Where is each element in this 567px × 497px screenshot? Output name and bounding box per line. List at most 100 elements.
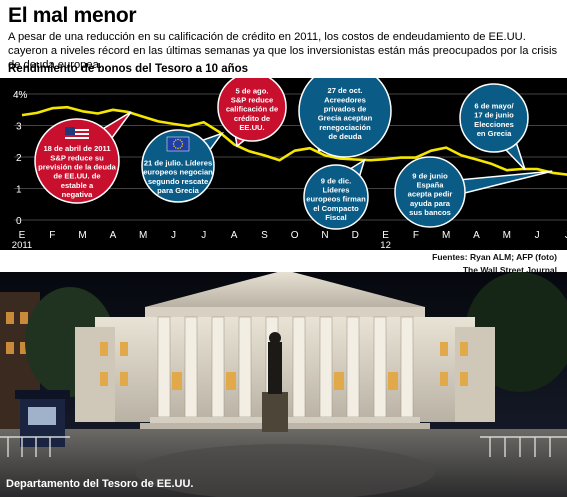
eu-flag-icon — [166, 136, 190, 152]
x-tick-label: S — [261, 230, 268, 241]
x-tick-label: M — [442, 230, 450, 241]
bubble-text: previsión de la deuda — [38, 163, 116, 172]
us-flag-icon — [65, 127, 89, 141]
treasury-photo: Departamento del Tesoro de EE.UU. — [0, 272, 567, 497]
eu-flag-star — [173, 145, 175, 147]
x-tick-label: N — [321, 230, 328, 241]
x-tick-label: J — [201, 230, 206, 241]
eu-flag-star — [177, 147, 179, 150]
us-flag-stripe — [65, 135, 89, 137]
bubble-text: Grecia aceptan — [318, 114, 373, 123]
y-tick-label: 1 — [16, 185, 22, 196]
bubble-text: 9 de junio — [412, 171, 448, 180]
bubble-text: acepta pedir — [408, 190, 453, 199]
bubble-text: europeos firman — [306, 195, 366, 204]
bubble-text: 21 de julio. Líderes — [144, 158, 212, 167]
bubble-text: privados de — [324, 105, 367, 114]
bubble-text: negativa — [62, 190, 94, 199]
y-tick-label: 4% — [13, 90, 28, 101]
x-tick-label: J — [565, 230, 567, 241]
eu-flag-star — [181, 141, 183, 143]
yield-line — [21, 105, 567, 176]
bubble-text: europeos negocian — [143, 168, 213, 177]
bubble-text: 5 de ago. — [236, 86, 269, 95]
credits: Fuentes: Ryan ALM; AFP (foto) The Wall S… — [432, 251, 557, 277]
x-tick-label: M — [139, 230, 147, 241]
eu-flag-star — [175, 139, 177, 141]
bubble-text: segundo rescate — [148, 177, 208, 186]
x-tick-label: E — [382, 230, 389, 241]
x-tick-label: O — [291, 230, 299, 241]
bubble-text: Fiscal — [325, 213, 347, 222]
x-tick-label: A — [110, 230, 117, 241]
bubble-text: estable a — [61, 181, 94, 190]
intro-text: A pesar de una reducción en su calificac… — [8, 31, 558, 71]
year-label: 12 — [380, 240, 391, 250]
x-tick-label: J — [171, 230, 176, 241]
bubble-circle — [298, 78, 392, 158]
bubble-text: 18 de abril de 2011 — [43, 144, 111, 153]
bubble-text: sus bancos — [409, 208, 451, 217]
bubble-text: crédito de — [234, 114, 270, 123]
x-tick-label: D — [352, 230, 359, 241]
y-tick-label: 2 — [16, 153, 22, 164]
bubble-text: Elecciones — [474, 120, 514, 129]
bubble-text: 9 de dic. — [321, 176, 351, 185]
eu-flag-star — [181, 143, 184, 145]
photo-caption: Departamento del Tesoro de EE.UU. — [6, 478, 194, 490]
y-axis: 0 1 2 3 4% — [13, 90, 28, 227]
bubble-circle — [141, 129, 215, 203]
eu-flag-star — [172, 143, 175, 145]
y-tick-label: 3 — [16, 122, 22, 133]
bubble-text: 27 de oct. — [327, 86, 362, 95]
bubble-circle — [394, 156, 466, 228]
eu-flag-star — [179, 139, 181, 141]
bubble-text: España — [416, 180, 444, 189]
x-tick-label: A — [231, 230, 238, 241]
bubble-circle — [34, 118, 120, 204]
x-tick-label: E — [19, 230, 26, 241]
publisher-text: The Wall Street Journal — [462, 265, 557, 275]
x-axis: E F M A M J J A S O N D E F M A M J J 2011 12 — [12, 230, 567, 250]
bubble-text: ayuda para — [410, 199, 451, 208]
eu-flag-star — [175, 147, 177, 149]
bubble-text: Acreedores — [324, 95, 366, 104]
x-tick-label: M — [78, 230, 86, 241]
x-tick-label: F — [49, 230, 55, 241]
bubble-text: renegociación — [319, 123, 371, 132]
bubble-circle — [217, 78, 287, 142]
bubble-text: para Grecia — [157, 186, 200, 195]
bubble-circle — [459, 83, 529, 153]
bubble-circle — [303, 164, 369, 230]
eu-flag-star — [177, 138, 179, 141]
year-label: 2011 — [12, 240, 32, 250]
bubble-text: 17 de junio — [474, 111, 514, 120]
bubble-text: EE.UU. — [239, 123, 264, 132]
bubble-text: S&P reduce su — [50, 153, 104, 162]
us-flag-canton — [65, 127, 75, 135]
x-tick-label: J — [535, 230, 540, 241]
sources-text: Fuentes: Ryan ALM; AFP (foto) — [432, 252, 557, 262]
x-tick-label: M — [503, 230, 511, 241]
bubble-text: 6 de mayo/ — [474, 101, 514, 110]
x-tick-label: F — [413, 230, 419, 241]
eu-flag-star — [173, 141, 175, 143]
x-tick-label: A — [473, 230, 480, 241]
bubble-text: calificación de — [226, 105, 278, 114]
eu-flag-star — [179, 147, 181, 149]
bubble-text: en Grecia — [477, 129, 512, 138]
us-flag-stripe — [65, 139, 89, 141]
bubble-text: de deuda — [328, 132, 362, 141]
treasury-building-image — [0, 272, 567, 497]
y-tick-label: 0 — [16, 216, 22, 227]
bubble-text: S&P reduce — [231, 95, 274, 104]
headline: El mal menor — [8, 4, 137, 27]
